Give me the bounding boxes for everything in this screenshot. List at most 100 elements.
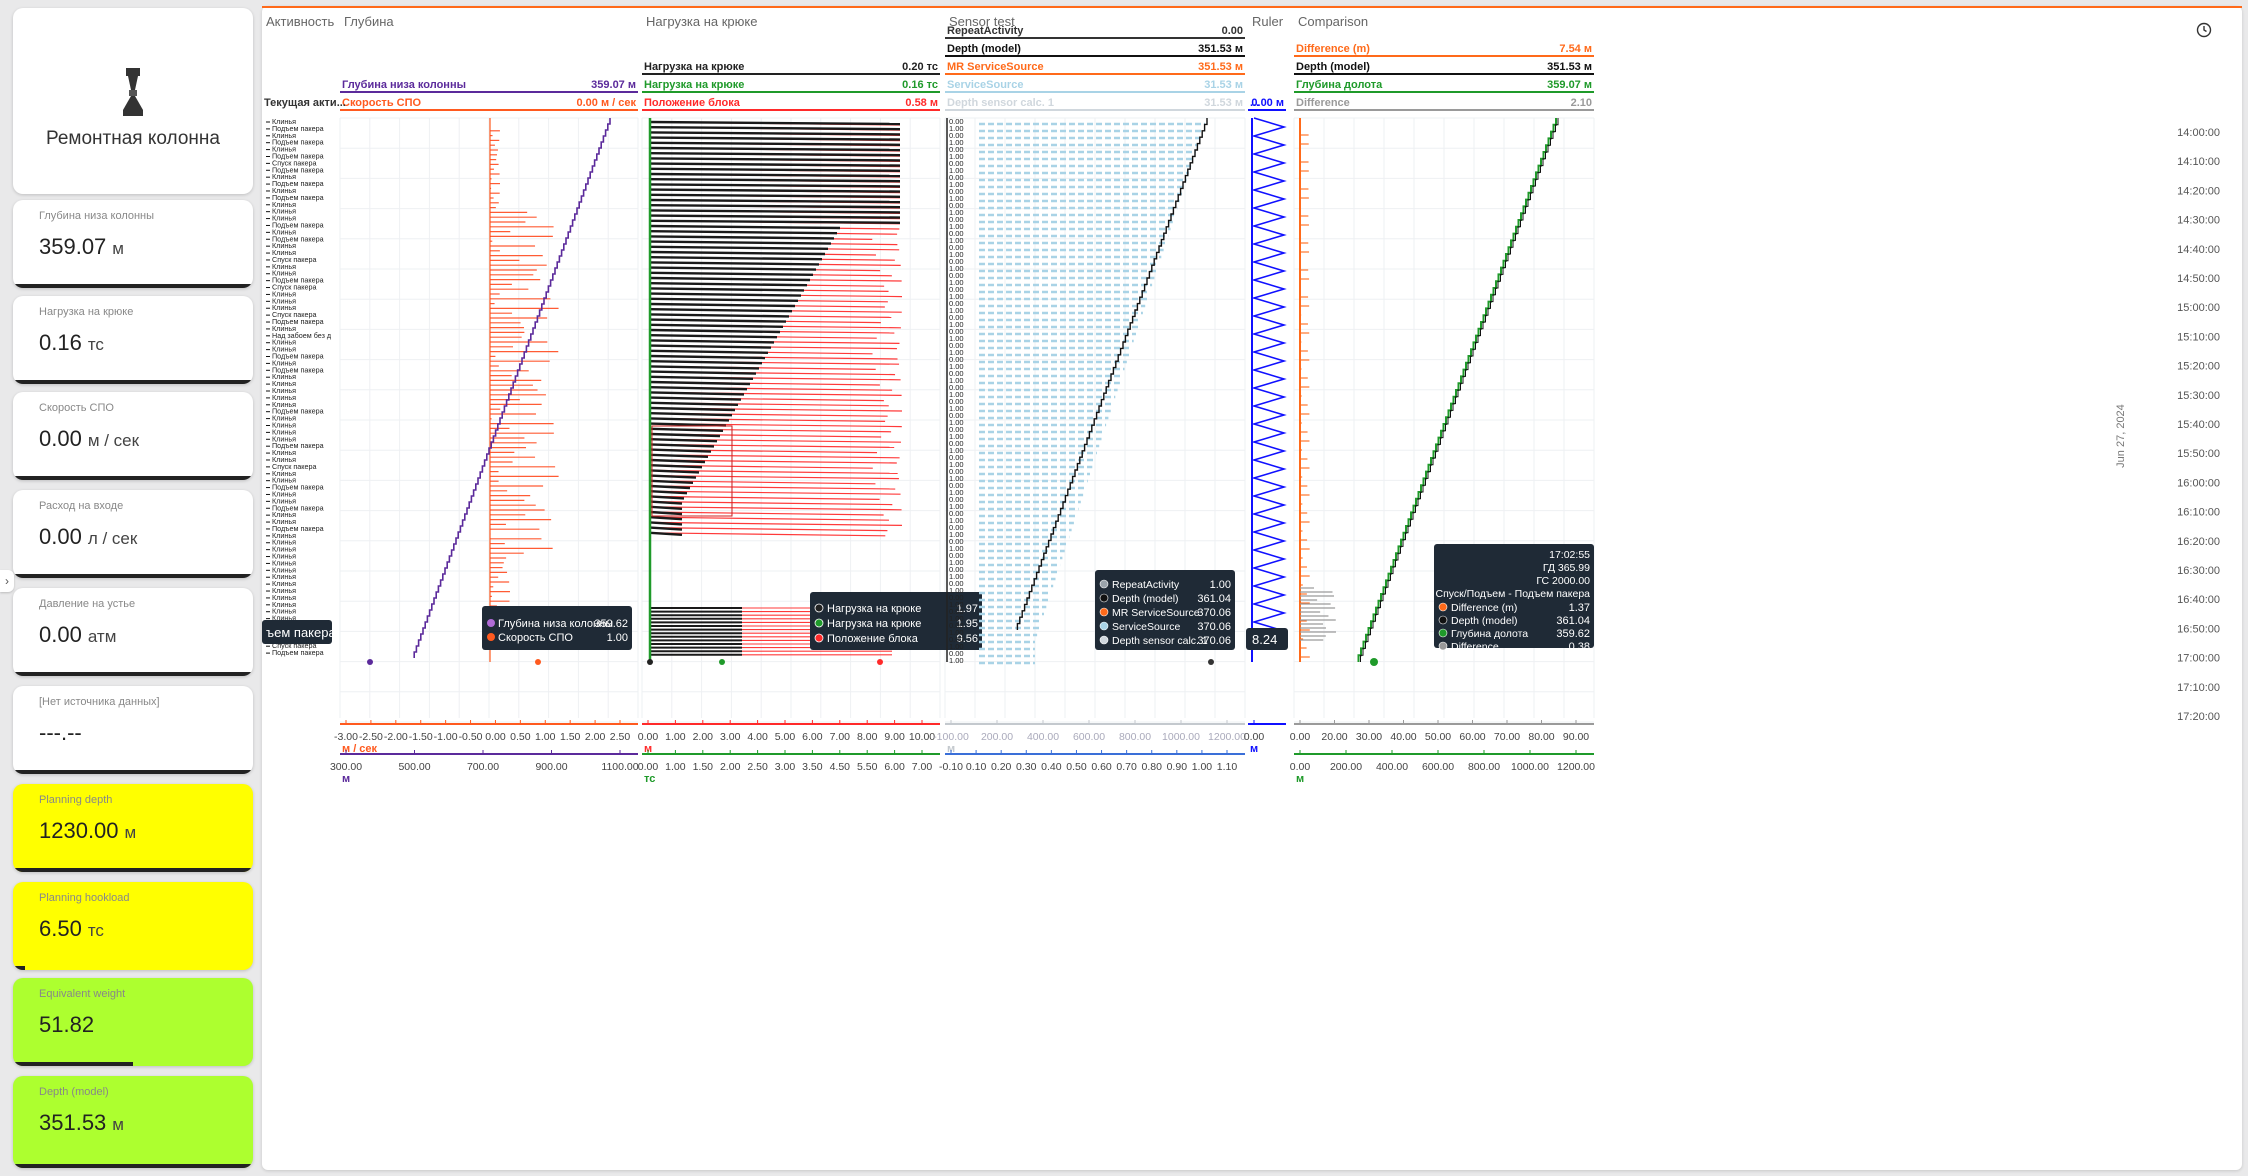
axis-tick-label: -100.00 xyxy=(933,731,969,743)
time-label: 16:30:00 xyxy=(2177,565,2220,577)
repeat-activity-value: 1.00 xyxy=(949,516,964,525)
axis-tick-label: 0.40 xyxy=(1041,761,1062,773)
metric-progress-bar xyxy=(13,672,253,676)
metric-progress-bar xyxy=(13,476,253,480)
activity-item: Клинья xyxy=(272,414,296,423)
axis-tick-label: 1000.00 xyxy=(1511,761,1549,773)
tooltip-value: 1.00 xyxy=(1210,579,1231,591)
tooltip-gs: ГС 2000.00 xyxy=(1536,575,1590,587)
metric-card-5[interactable]: [Нет источника данных] ---.-- xyxy=(13,686,253,774)
time-label: 15:10:00 xyxy=(2177,331,2220,343)
ruler-tooltip: 8.24 xyxy=(1246,628,1288,650)
repeat-activity-value: 0.00 xyxy=(949,159,964,168)
legend-value: 31.53 м xyxy=(1204,79,1243,91)
left-sidebar: Ремонтная колонна Глубина низа колонны 35… xyxy=(0,0,262,1176)
hookload-black xyxy=(649,146,901,152)
tooltip-dot xyxy=(1099,607,1109,617)
legend-value: 359.07 м xyxy=(591,79,636,91)
metric-card-4[interactable]: Давление на устье 0.00 атм xyxy=(13,588,253,676)
clock-icon[interactable] xyxy=(2196,22,2212,43)
repeat-activity-value: 1.00 xyxy=(949,236,964,245)
repeat-activity-value: 1.00 xyxy=(949,278,964,287)
depth-model-line xyxy=(1016,118,1208,630)
tooltip-value: 1.37 xyxy=(1569,602,1590,614)
legend-value: 0.58 м xyxy=(905,97,938,109)
tooltip-bg xyxy=(1246,628,1288,650)
metric-label: Давление на устье xyxy=(39,598,136,610)
expand-sidebar-button[interactable]: › xyxy=(0,570,14,592)
repeat-activity-value: 1.00 xyxy=(949,656,964,665)
repeat-activity-value: 0.00 xyxy=(949,313,964,322)
metric-value: 0.00 м / сек xyxy=(39,426,139,452)
hookload-black xyxy=(649,521,683,526)
tooltip-name: RepeatActivity xyxy=(1112,579,1180,591)
legend-name: Скорость СПО xyxy=(342,97,421,109)
activity-item: Клинья xyxy=(272,496,296,505)
axis-tick-label: 0.90 xyxy=(1167,761,1188,773)
repeat-activity-value: 0.00 xyxy=(949,201,964,210)
metric-card-2[interactable]: Скорость СПО 0.00 м / сек xyxy=(13,392,253,480)
block-outline xyxy=(651,425,733,517)
metric-number: ---.-- xyxy=(39,720,82,745)
well-card[interactable]: Ремонтная колонна xyxy=(13,8,253,194)
hook-series xyxy=(648,118,903,662)
hookload-black xyxy=(649,178,901,183)
metric-number: 0.00 xyxy=(39,426,82,451)
well-log-chart[interactable]: Активность Глубина Нагрузка на крюке Sensor… xyxy=(262,6,2242,1170)
axis-tick-label: 1.00 xyxy=(665,731,686,743)
tooltip-name: Нагрузка на крюке xyxy=(827,603,921,615)
repeat-activity-value: 1.00 xyxy=(949,474,964,483)
tooltip-value: 370.06 xyxy=(1197,621,1231,633)
metric-card-3[interactable]: Расход на входе 0.00 л / сек xyxy=(13,490,253,578)
metric-value: 0.16 тс xyxy=(39,330,104,356)
metric-number: 6.50 xyxy=(39,916,82,941)
hookload-black xyxy=(649,172,901,178)
metric-card-6[interactable]: Planning depth 1230.00 м xyxy=(13,784,253,872)
hook-marker xyxy=(647,659,653,665)
time-label: 15:40:00 xyxy=(2177,419,2220,431)
activity-item: Клинья xyxy=(272,427,296,436)
axis-tick-label: 6.00 xyxy=(884,761,905,773)
activity-item: Клинья xyxy=(272,131,296,140)
metric-card-8[interactable]: Equivalent weight 51.82 xyxy=(13,978,253,1066)
metric-card-7[interactable]: Planning hookload 6.50 тс xyxy=(13,882,253,970)
repeat-activity-value: 1.00 xyxy=(949,222,964,231)
tooltip-time: 17:02:55 xyxy=(1549,549,1590,561)
legend-value: 0.20 тс xyxy=(902,61,938,73)
axis-tick-label: -0.50 xyxy=(459,731,483,743)
legend-value: 351.53 м xyxy=(1198,43,1243,55)
hookload-black xyxy=(649,354,766,360)
activity-item: Подъем пакера xyxy=(272,234,324,243)
repeat-activity-value: 0.00 xyxy=(949,327,964,336)
date-label: Jun 27, 2024 xyxy=(2115,404,2127,468)
metric-unit: м xyxy=(124,823,137,842)
hookload-black xyxy=(649,141,901,146)
activity-item: Клинья xyxy=(272,358,296,367)
hookload-black xyxy=(649,230,838,235)
repeat-activity-value: 1.00 xyxy=(949,460,964,469)
activity-item: Подъем пакера xyxy=(272,365,324,374)
hookload-black xyxy=(649,375,754,380)
axis-tick-label: 700.00 xyxy=(467,761,499,773)
legend-value: 351.53 м xyxy=(1547,61,1592,73)
tooltip-name: Нагрузка на крюке xyxy=(827,618,921,630)
metric-value: 6.50 тс xyxy=(39,916,104,942)
axis-tick-label: 5.00 xyxy=(775,731,796,743)
tooltip-value: 0.38 xyxy=(1569,641,1590,653)
activity-item: Спуск пакера xyxy=(272,310,316,319)
metric-number: 0.16 xyxy=(39,330,82,355)
metric-card-1[interactable]: Нагрузка на крюке 0.16 тс xyxy=(13,296,253,384)
hookload-black xyxy=(649,261,820,266)
hookload-black xyxy=(649,157,901,162)
activity-item: Подъем пакера xyxy=(272,138,324,147)
hook-marker xyxy=(719,659,725,665)
metric-label: Скорость СПО xyxy=(39,402,114,414)
axis-tick-label: -1.00 xyxy=(434,731,458,743)
metric-card-0[interactable]: Глубина низа колонны 359.07 м xyxy=(13,200,253,288)
metric-card-9[interactable]: Depth (model) 351.53 м xyxy=(13,1076,253,1168)
metric-label: Planning depth xyxy=(39,794,113,806)
time-label: 14:50:00 xyxy=(2177,273,2220,285)
current-activity-label: Текущая акти... xyxy=(264,97,346,109)
activity-item: Клинья xyxy=(272,434,296,443)
legend-name: Depth (model) xyxy=(1296,61,1370,73)
